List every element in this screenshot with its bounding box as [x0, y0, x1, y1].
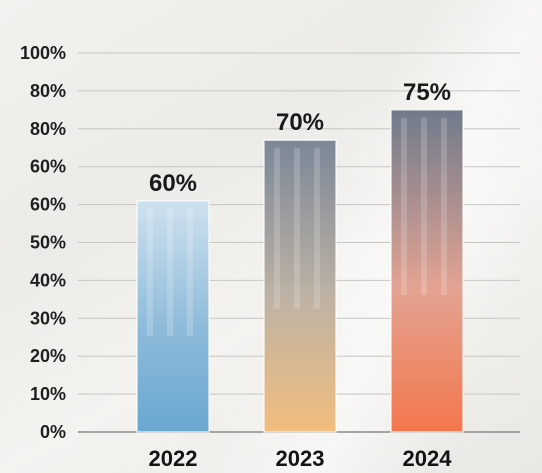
y-tick-label: 100% [20, 43, 66, 63]
data-label-2023: 70% [276, 109, 324, 136]
y-tick-label: 50% [30, 233, 66, 253]
y-tick-label: 80% [30, 119, 66, 139]
bar-2024 [390, 109, 464, 433]
bar-reflection [294, 148, 300, 309]
data-label-2022: 60% [149, 170, 197, 197]
data-label-2024: 75% [403, 79, 451, 106]
bar-reflection [421, 117, 427, 296]
bar-reflection [187, 208, 193, 336]
y-tick-label: 60% [30, 195, 66, 215]
bar-reflection [147, 208, 153, 336]
bar-2023 [263, 139, 337, 433]
y-tick-label: 30% [30, 308, 66, 328]
y-tick-label: 20% [30, 346, 66, 366]
bar-reflection [274, 148, 280, 309]
bar-reflection [441, 117, 447, 296]
x-tick-label-2022: 2022 [149, 446, 198, 471]
y-tick-label: 40% [30, 270, 66, 290]
y-axis-ticks: 0% 10% 20% 30% 40% 50% 60% 60% 80% 80% 100% [20, 43, 66, 442]
bar-reflection [167, 208, 173, 336]
y-tick-label: 80% [30, 81, 66, 101]
x-axis-ticks: 2022 2023 2024 [149, 446, 453, 471]
x-tick-label-2023: 2023 [276, 446, 325, 471]
bar-reflection [401, 117, 407, 296]
data-labels: 60% 70% 75% [149, 79, 451, 197]
bars [136, 109, 464, 433]
y-tick-label: 0% [40, 422, 66, 442]
y-tick-label: 60% [30, 157, 66, 177]
bar-reflection [314, 148, 320, 309]
x-tick-label-2024: 2024 [403, 446, 453, 471]
bar-2022 [136, 200, 210, 433]
y-tick-label: 10% [30, 384, 66, 404]
